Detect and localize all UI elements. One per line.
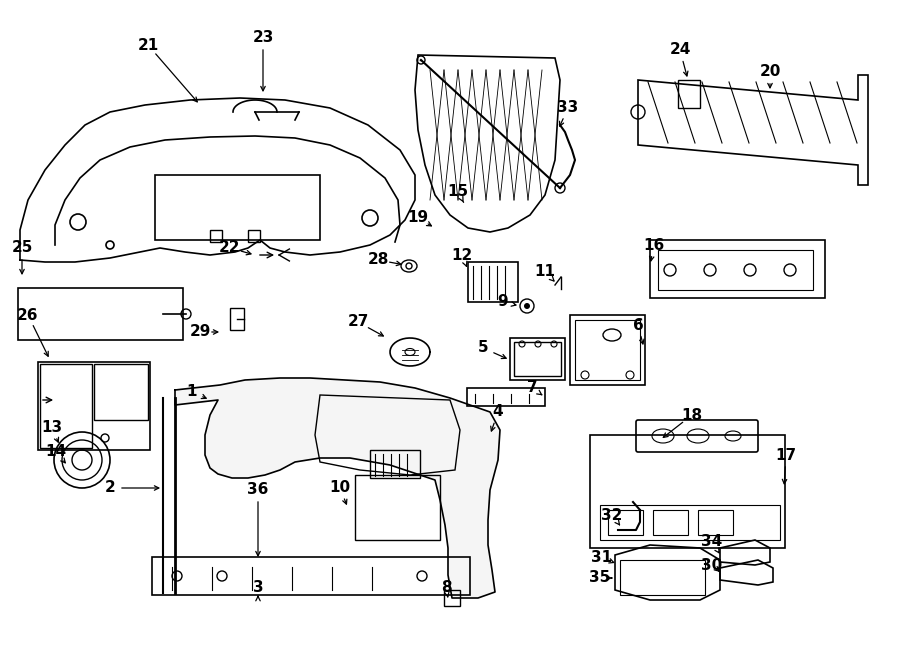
Text: 7: 7 xyxy=(526,381,537,395)
Text: 36: 36 xyxy=(248,483,269,498)
Text: 8: 8 xyxy=(441,580,451,596)
Bar xyxy=(514,342,561,376)
Text: 34: 34 xyxy=(701,535,723,549)
Text: 24: 24 xyxy=(670,42,690,58)
Bar xyxy=(355,475,440,540)
Text: 11: 11 xyxy=(535,264,555,280)
Bar xyxy=(678,80,700,108)
Bar xyxy=(570,315,645,385)
Text: 30: 30 xyxy=(701,557,723,572)
Text: 21: 21 xyxy=(138,38,158,52)
Text: 33: 33 xyxy=(557,100,579,116)
Text: 9: 9 xyxy=(498,295,508,309)
Text: 12: 12 xyxy=(452,247,472,262)
Bar xyxy=(155,175,320,240)
Bar xyxy=(370,450,420,478)
Text: 26: 26 xyxy=(17,307,39,323)
Circle shape xyxy=(524,303,530,309)
Bar xyxy=(575,320,640,380)
Bar xyxy=(230,308,244,330)
Bar xyxy=(698,510,733,535)
Text: 3: 3 xyxy=(253,580,264,596)
Text: 32: 32 xyxy=(601,508,623,522)
Text: 13: 13 xyxy=(41,420,63,436)
Bar xyxy=(653,510,688,535)
Bar xyxy=(608,510,643,535)
Bar xyxy=(94,364,148,420)
Bar xyxy=(18,288,183,340)
Bar xyxy=(152,557,470,595)
Text: 16: 16 xyxy=(644,237,664,253)
Bar xyxy=(510,338,565,380)
Text: 18: 18 xyxy=(681,407,703,422)
Text: 31: 31 xyxy=(591,551,613,566)
Bar xyxy=(468,262,518,302)
Bar xyxy=(467,388,545,406)
Text: 23: 23 xyxy=(252,30,274,46)
Text: 4: 4 xyxy=(492,405,503,420)
Polygon shape xyxy=(175,378,500,598)
Bar xyxy=(40,364,92,448)
Text: 27: 27 xyxy=(347,315,369,329)
Text: 20: 20 xyxy=(760,65,780,79)
Bar xyxy=(444,590,460,606)
Bar xyxy=(248,230,260,242)
Bar xyxy=(650,240,825,298)
Text: 19: 19 xyxy=(408,210,428,225)
Bar xyxy=(620,560,705,595)
Text: 29: 29 xyxy=(189,325,211,340)
Text: 35: 35 xyxy=(590,570,610,586)
Text: 1: 1 xyxy=(187,385,197,399)
Text: 28: 28 xyxy=(367,253,389,268)
Text: 10: 10 xyxy=(329,481,351,496)
Text: 17: 17 xyxy=(776,447,796,463)
Text: 6: 6 xyxy=(633,317,643,332)
Text: 2: 2 xyxy=(104,481,115,496)
Text: 5: 5 xyxy=(478,340,489,356)
Text: 25: 25 xyxy=(12,241,32,256)
Text: 14: 14 xyxy=(45,444,67,459)
Text: 15: 15 xyxy=(447,184,469,200)
Bar xyxy=(38,362,150,450)
Bar xyxy=(658,250,813,290)
Text: 22: 22 xyxy=(220,241,241,256)
Bar xyxy=(600,505,780,540)
Bar xyxy=(210,230,222,242)
